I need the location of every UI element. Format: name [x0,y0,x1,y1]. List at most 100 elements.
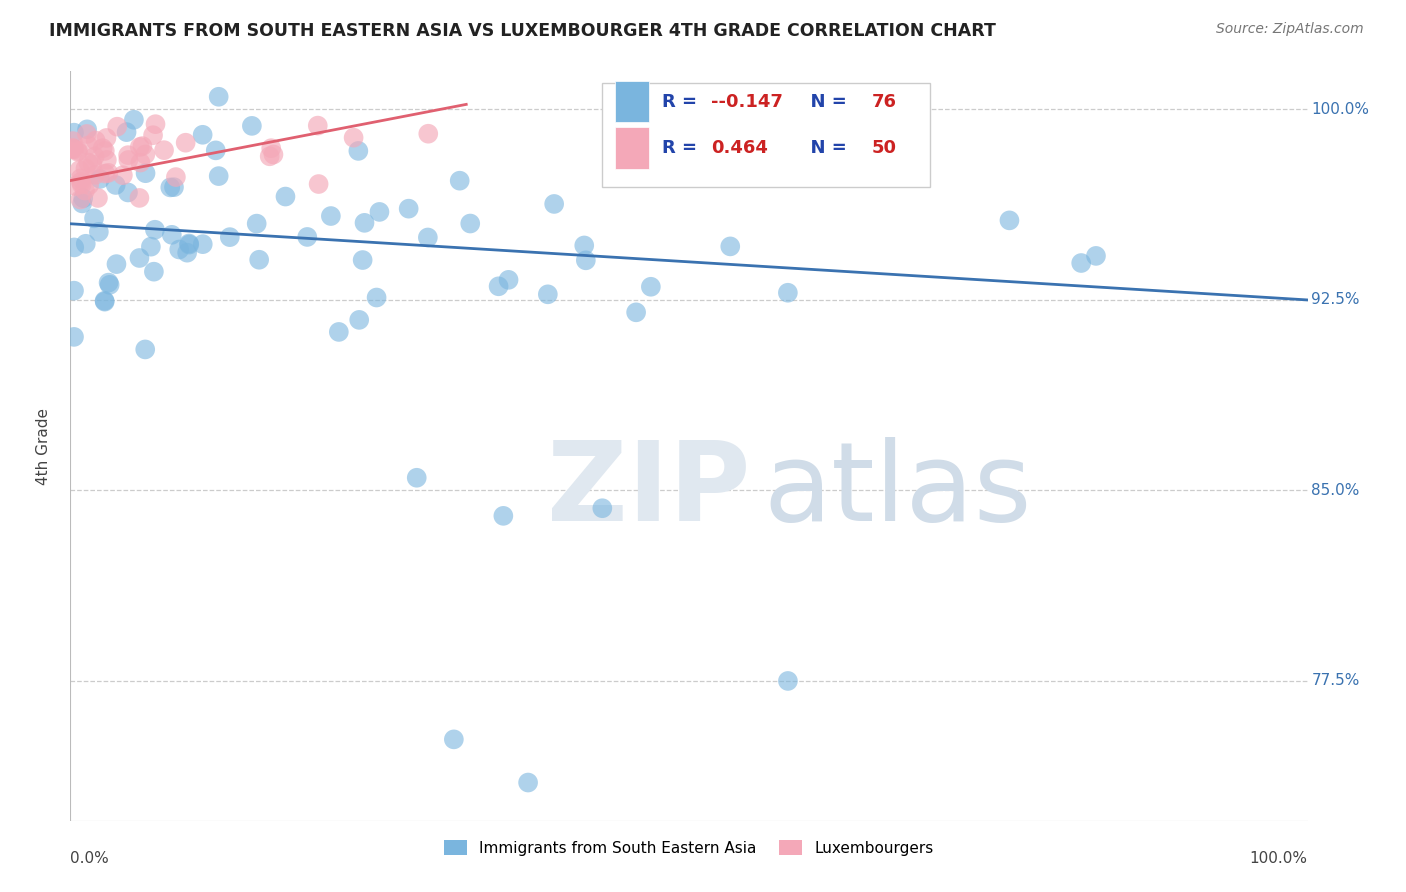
Point [575,253,598,268]
Point [488,279,510,293]
Legend: Immigrants from South Eastern Asia, Luxembourgers: Immigrants from South Eastern Asia, Luxe… [437,833,941,862]
Point [63,284,86,298]
Point [297,230,319,244]
Point [591,501,613,516]
Text: R =: R = [662,139,703,157]
Point [63,240,86,254]
Point [1085,249,1108,263]
Point [174,136,197,150]
Point [262,147,284,161]
Point [84,134,107,148]
Point [117,148,139,162]
Point [63,142,86,156]
Point [328,325,350,339]
Point [640,279,662,293]
Point [517,775,540,789]
Point [96,153,118,167]
Point [62,134,84,148]
Point [84,168,107,182]
Point [416,230,439,244]
Point [70,196,93,211]
Point [179,237,201,252]
Point [63,126,86,140]
Point [97,276,120,290]
Text: R =: R = [662,93,703,111]
Text: N =: N = [797,93,853,111]
Point [77,138,100,153]
Point [128,251,150,265]
Point [218,230,240,244]
Point [93,294,115,309]
Point [77,178,100,192]
Text: --0.147: --0.147 [711,93,783,111]
Point [307,119,329,133]
Point [208,89,231,103]
Point [62,142,84,156]
Point [70,175,93,189]
Text: 76: 76 [872,93,897,111]
Point [574,238,596,252]
Point [191,237,214,252]
Point [247,252,270,267]
Point [240,119,263,133]
Point [208,169,231,183]
Point [69,193,91,207]
Point [308,177,330,191]
Point [66,145,89,159]
Point [72,191,94,205]
Point [98,277,121,292]
Point [718,239,741,253]
Point [246,217,269,231]
Point [165,170,187,185]
Point [153,143,176,157]
Text: 4th Grade: 4th Grade [35,408,51,484]
Point [73,184,96,198]
Point [117,153,139,167]
Text: IMMIGRANTS FROM SOUTH EASTERN ASIA VS LUXEMBOURGER 4TH GRADE CORRELATION CHART: IMMIGRANTS FROM SOUTH EASTERN ASIA VS LU… [49,22,995,40]
Point [63,330,86,344]
Point [105,257,128,271]
Point [77,155,100,169]
Text: N =: N = [797,139,853,157]
Point [82,157,104,171]
Point [443,732,465,747]
Point [139,240,162,254]
Point [75,236,97,251]
Point [142,128,165,143]
Text: 0.464: 0.464 [711,139,768,157]
Point [353,216,375,230]
Point [191,128,214,142]
Point [1070,256,1092,270]
Point [145,117,167,131]
Point [135,166,157,180]
Point [69,171,91,186]
Point [105,120,128,134]
Point [449,174,471,188]
Point [776,285,799,300]
Point [76,127,98,141]
Point [167,243,190,257]
Point [87,225,110,239]
Point [492,508,515,523]
Point [97,166,120,180]
Point [498,273,520,287]
Text: 92.5%: 92.5% [1312,293,1360,308]
Point [537,287,560,301]
Point [111,168,134,182]
Point [405,471,427,485]
Point [62,141,84,155]
Point [93,293,115,308]
Point [176,245,198,260]
Point [398,202,420,216]
Point [70,178,93,192]
Point [128,191,150,205]
Point [458,217,481,231]
Text: 50: 50 [872,139,897,157]
Point [69,163,91,178]
Point [143,223,166,237]
Point [67,144,90,158]
Text: 100.0%: 100.0% [1250,851,1308,865]
Point [115,125,138,139]
Point [259,149,281,163]
Text: 0.0%: 0.0% [70,851,110,865]
